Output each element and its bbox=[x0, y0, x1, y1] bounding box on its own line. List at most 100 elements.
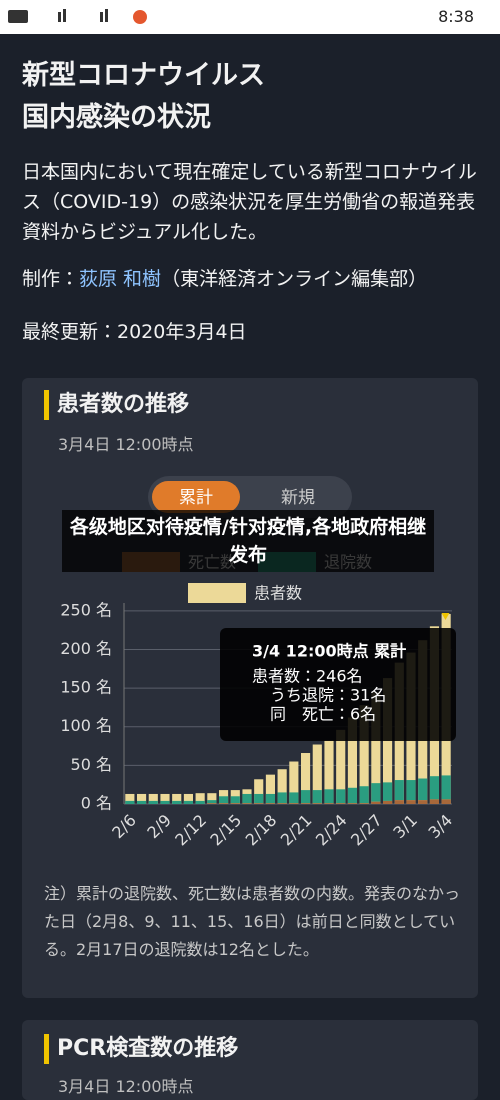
signal-icon bbox=[100, 12, 103, 22]
y-tick-label: 150 名 bbox=[60, 678, 112, 697]
bar bbox=[289, 792, 299, 804]
bar bbox=[324, 789, 334, 804]
bar bbox=[347, 787, 357, 804]
bar bbox=[429, 799, 439, 804]
bar bbox=[254, 803, 264, 804]
y-tick-label: 0 名 bbox=[81, 794, 112, 813]
credit-name[interactable]: 荻原 和樹 bbox=[79, 268, 162, 290]
bar bbox=[137, 800, 147, 804]
bar bbox=[289, 803, 299, 804]
bar bbox=[160, 793, 170, 804]
tooltip-line: うち退院：31名 bbox=[270, 686, 386, 705]
bar bbox=[254, 779, 264, 804]
bar bbox=[359, 803, 369, 804]
tab[interactable]: 新規 bbox=[281, 488, 315, 508]
chart-note: 注）累計の退院数、死亡数は患者数の内数。発表のなかった日（2月8、9、11、15… bbox=[44, 884, 461, 959]
bar bbox=[324, 740, 334, 804]
x-tick-label: 2/6 bbox=[108, 811, 140, 843]
bar bbox=[324, 803, 334, 804]
legend-swatch bbox=[188, 583, 246, 603]
bar bbox=[230, 796, 240, 804]
status-icons bbox=[8, 9, 147, 24]
card-title: 患者数の推移 bbox=[44, 390, 189, 420]
bar bbox=[301, 803, 311, 804]
x-tick-label: 2/21 bbox=[277, 811, 316, 850]
title-line: 新型コロナウイルス bbox=[22, 60, 265, 91]
bar bbox=[277, 769, 287, 804]
bar bbox=[394, 800, 404, 804]
tab[interactable]: 累計 bbox=[179, 488, 213, 508]
bar bbox=[371, 801, 381, 804]
bar bbox=[347, 803, 357, 804]
bar bbox=[336, 803, 346, 804]
y-tick-label: 100 名 bbox=[60, 716, 112, 735]
bar bbox=[242, 803, 252, 804]
status-bar: 8:38 bbox=[0, 0, 500, 34]
bar bbox=[441, 799, 451, 804]
bar bbox=[289, 761, 299, 804]
timestamp: 3月4日 12:00時点 bbox=[58, 1077, 194, 1096]
x-tick-label: 3/1 bbox=[389, 811, 421, 843]
y-tick-label: 250 名 bbox=[60, 600, 112, 619]
bar bbox=[148, 793, 158, 804]
x-tick-label: 2/15 bbox=[206, 811, 245, 850]
bar bbox=[195, 800, 205, 804]
tooltip-line: 同 死亡：6名 bbox=[270, 705, 376, 724]
last-updated: 最終更新：2020年3月4日 bbox=[22, 321, 247, 343]
credit-org: （東洋経済オンライン編集部） bbox=[161, 268, 428, 290]
bar bbox=[371, 783, 381, 802]
description: 日本国内において現在確定している新型コロナウイルス（COVID-19）の感染状況… bbox=[22, 161, 477, 243]
tab-active[interactable] bbox=[152, 481, 240, 513]
bar bbox=[394, 780, 404, 801]
signal-icon bbox=[105, 9, 108, 22]
tooltip bbox=[220, 628, 456, 741]
bar bbox=[406, 800, 416, 804]
hd-icon bbox=[8, 10, 28, 23]
overlay-banner: 各级地区对待疫情/针对疫情,各地政府相继发布 bbox=[62, 510, 434, 572]
bar bbox=[207, 800, 217, 804]
signal-icon bbox=[58, 12, 61, 22]
bar bbox=[125, 800, 135, 804]
credit-label: 制作： bbox=[22, 268, 80, 290]
bar bbox=[336, 729, 346, 804]
bar bbox=[406, 780, 416, 801]
app-icon bbox=[133, 10, 147, 24]
bar bbox=[301, 790, 311, 804]
bar bbox=[265, 803, 275, 804]
bar bbox=[242, 793, 252, 804]
bar bbox=[359, 786, 369, 804]
bar bbox=[137, 793, 147, 804]
bar bbox=[301, 753, 311, 804]
bar bbox=[441, 775, 451, 800]
bar bbox=[219, 796, 229, 804]
tooltip-title: 3/4 12:00時点 累計 bbox=[252, 642, 406, 661]
bar bbox=[336, 789, 346, 804]
legend-label: 患者数 bbox=[254, 584, 302, 603]
title-line: 国内感染の状況 bbox=[22, 102, 211, 133]
bar bbox=[195, 793, 205, 804]
page-title: 新型コロナウイルス 国内感染の状況 bbox=[22, 55, 265, 139]
bar bbox=[312, 790, 322, 804]
y-tick-label: 50 名 bbox=[71, 755, 112, 774]
bar bbox=[418, 778, 428, 801]
bar bbox=[172, 800, 182, 804]
timestamp: 3月4日 12:00時点 bbox=[58, 435, 194, 454]
bar bbox=[277, 792, 287, 804]
tooltip-line: 患者数：246名 bbox=[252, 667, 363, 686]
bar bbox=[265, 793, 275, 804]
x-tick-label: 2/9 bbox=[143, 811, 175, 843]
bar bbox=[312, 803, 322, 804]
bar bbox=[125, 793, 135, 804]
bar bbox=[183, 800, 193, 804]
bar bbox=[371, 691, 381, 804]
bar bbox=[277, 803, 287, 804]
x-tick-label: 2/18 bbox=[242, 811, 281, 850]
clock: 8:38 bbox=[438, 7, 474, 26]
x-tick-label: 2/12 bbox=[171, 811, 210, 850]
bar bbox=[312, 744, 322, 804]
x-tick-label: 2/27 bbox=[347, 811, 386, 850]
bar bbox=[429, 776, 439, 800]
bar bbox=[219, 803, 229, 804]
